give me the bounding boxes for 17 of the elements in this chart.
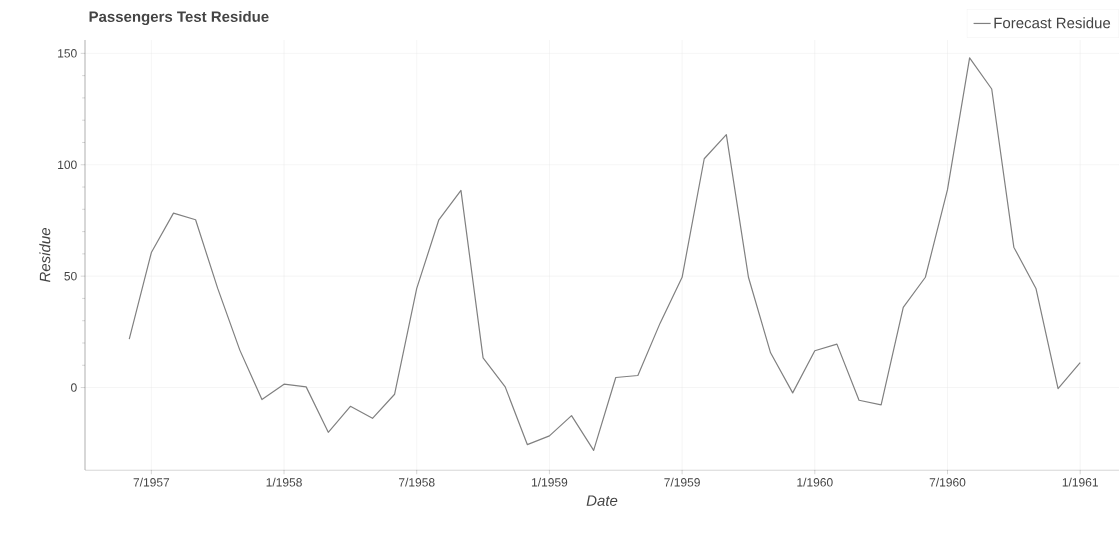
x-tick-label: 1/1960	[797, 477, 833, 487]
y-axis-title: Residue	[39, 228, 51, 283]
x-tick-label: 7/1958	[398, 477, 435, 487]
y-tick-label: 0	[71, 383, 77, 392]
x-axis-title: Date	[586, 495, 618, 506]
x-tick-label: 7/1959	[664, 477, 700, 487]
chart-title: Passengers Test Residue	[89, 10, 269, 26]
legend-label: Forecast Residue	[994, 17, 1111, 29]
x-tick-label: 7/1957	[133, 477, 170, 487]
x-tick-label: 1/1958	[266, 477, 302, 487]
y-tick-label: 100	[58, 160, 77, 169]
x-tick-label: 7/1960	[929, 477, 966, 487]
y-tick-label: 150	[58, 49, 77, 58]
y-tick-label: 50	[64, 271, 77, 281]
x-tick-label: 1/1961	[1062, 477, 1098, 487]
x-tick-label: 1/1959	[531, 477, 568, 487]
line-series	[128, 57, 1081, 451]
